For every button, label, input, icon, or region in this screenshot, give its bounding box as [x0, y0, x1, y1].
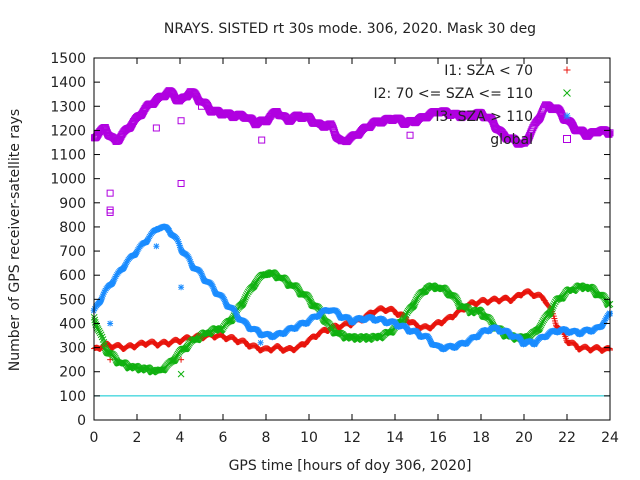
- outlier-point: [258, 136, 266, 144]
- legend-label: I3: SZA > 110: [435, 109, 533, 125]
- data-point: [97, 331, 105, 339]
- legend-label: I1: SZA < 70: [444, 63, 533, 79]
- outlier-point: [177, 370, 185, 378]
- y-tick-label: 1100: [50, 148, 86, 164]
- y-tick-label: 900: [59, 196, 86, 212]
- legend-marker: [563, 135, 571, 143]
- y-tick-label: 800: [59, 220, 86, 236]
- y-tick-label: 0: [77, 413, 86, 429]
- y-tick-label: 500: [59, 292, 86, 308]
- data-point: [96, 329, 104, 337]
- x-tick-label: 20: [515, 430, 533, 446]
- x-tick-label: 2: [133, 430, 142, 446]
- series-3: [90, 87, 614, 216]
- x-tick-label: 10: [300, 430, 318, 446]
- y-tick-label: 300: [59, 341, 86, 357]
- legend-label: I2: 70 <= SZA <= 110: [373, 86, 533, 102]
- outlier-point: [106, 208, 114, 216]
- outlier-point: [152, 124, 160, 132]
- legend-marker: [563, 89, 571, 97]
- x-tick-label: 14: [386, 430, 404, 446]
- data-point: [537, 321, 545, 329]
- y-axis: 0 100 200 300 400 500 600 700 800 900 1000 1100 1200…: [50, 51, 610, 429]
- outlier-point: [153, 243, 160, 250]
- x-tick-label: 24: [601, 430, 619, 446]
- y-tick-label: 100: [59, 389, 86, 405]
- x-tick-label: 16: [429, 430, 447, 446]
- outlier-point: [177, 179, 185, 187]
- legend: I1: SZA < 70 I2: 70 <= SZA <= 110 I3: SZA …: [373, 63, 571, 148]
- x-tick-label: 4: [176, 430, 185, 446]
- data-point: [542, 297, 549, 304]
- outlier-point: [406, 131, 414, 139]
- y-tick-label: 700: [59, 244, 86, 260]
- data-point: [536, 114, 544, 122]
- x-axis-label: GPS time [hours of doy 306, 2020]: [229, 458, 472, 474]
- x-tick-label: 0: [90, 430, 99, 446]
- x-tick-label: 12: [343, 430, 361, 446]
- y-tick-label: 1000: [50, 172, 86, 188]
- series-1: [90, 269, 614, 378]
- data-point: [241, 295, 249, 303]
- outlier-point: [107, 320, 114, 327]
- x-tick-label: 22: [558, 430, 576, 446]
- data-point: [538, 319, 546, 327]
- x-tick-label: 8: [262, 430, 271, 446]
- legend-marker: [563, 66, 571, 74]
- legend-marker: [563, 112, 571, 120]
- data-point: [402, 311, 410, 318]
- outlier-point: [106, 206, 114, 214]
- data-point: [242, 294, 249, 301]
- data-point: [242, 292, 250, 299]
- outlier-point: [178, 284, 185, 291]
- x-tick-label: 18: [472, 430, 490, 446]
- data-point: [334, 329, 342, 337]
- data-point: [550, 302, 557, 309]
- plot-area: [90, 87, 614, 397]
- data-point: [91, 319, 99, 326]
- y-tick-label: 1500: [50, 51, 86, 67]
- y-tick-label: 1300: [50, 99, 86, 115]
- data-point: [328, 121, 336, 129]
- x-axis: 0 2 4 6 8 10 12 14 16 18 20 22 24: [90, 58, 619, 446]
- outlier-point: [198, 102, 205, 110]
- series-2: [90, 223, 613, 353]
- outlier-point: [257, 339, 264, 346]
- data-point: [243, 290, 251, 297]
- y-tick-label: 1200: [50, 123, 86, 139]
- x-tick-label: 6: [219, 430, 228, 446]
- y-tick-label: 200: [59, 365, 86, 381]
- data-point: [605, 130, 613, 138]
- legend-label: global: [490, 132, 533, 148]
- outlier-point: [106, 189, 114, 197]
- data-point: [548, 305, 556, 313]
- data-point: [329, 125, 337, 133]
- data-point: [549, 304, 556, 311]
- y-tick-label: 600: [59, 268, 86, 284]
- y-tick-label: 400: [59, 316, 86, 332]
- data-point: [240, 297, 248, 305]
- data-point: [401, 313, 409, 320]
- outlier-point: [177, 117, 185, 125]
- y-tick-label: 1400: [50, 75, 86, 91]
- y-axis-label: Number of GPS receiver-satellite rays: [7, 109, 23, 371]
- chart-title: NRAYS. SISTED rt 30s mode. 306, 2020. Ma…: [164, 21, 536, 37]
- data-point: [411, 298, 419, 306]
